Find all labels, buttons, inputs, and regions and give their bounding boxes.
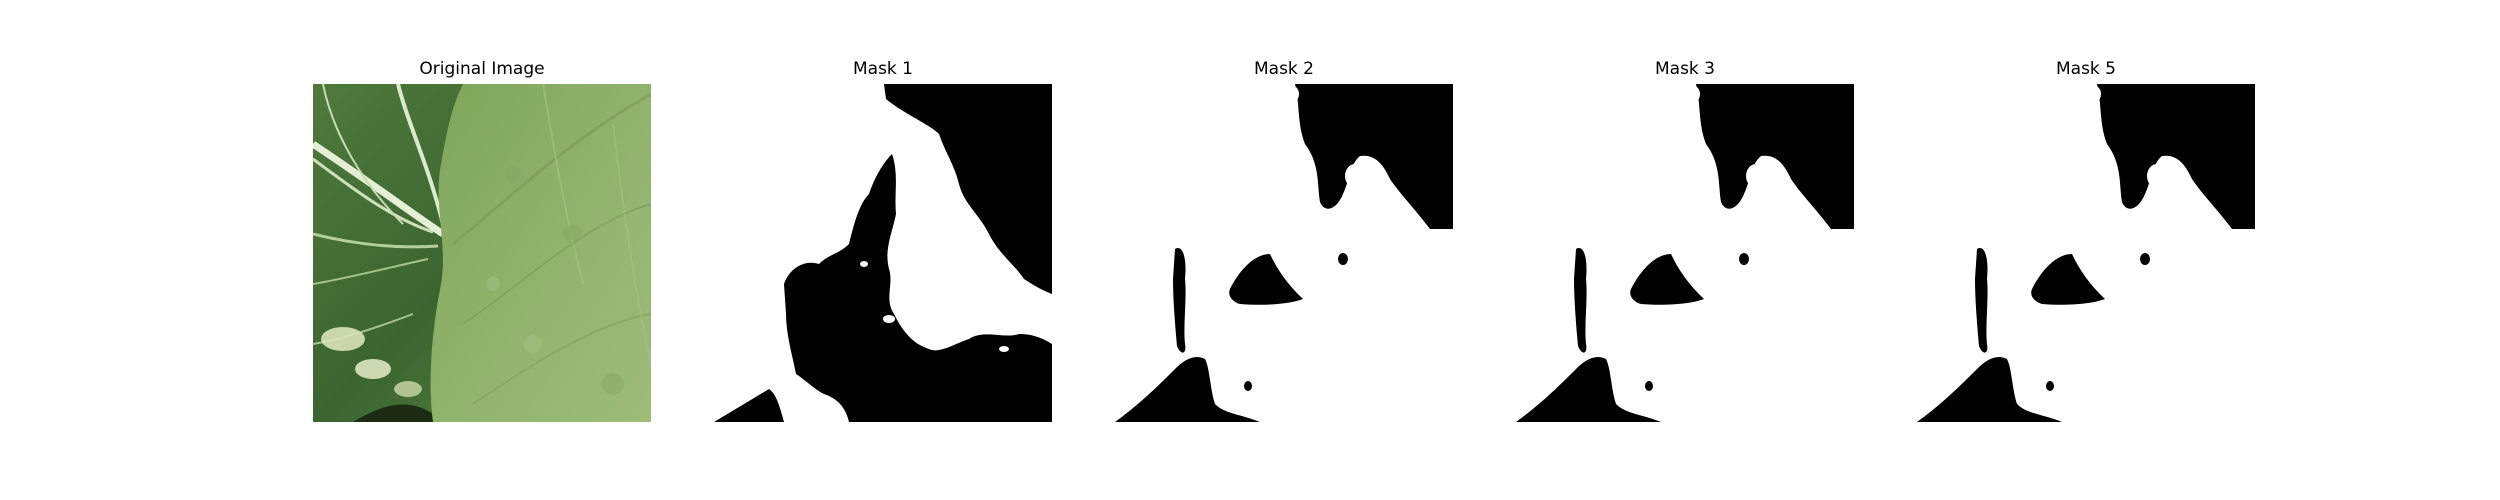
panel-title: Mask 5 xyxy=(2055,59,2116,79)
panel-title: Mask 1 xyxy=(852,59,913,79)
mask-2-image xyxy=(1115,84,1453,422)
panel-mask-5: Mask 5 xyxy=(1917,0,2255,430)
mask-1-image xyxy=(714,84,1052,422)
panel-title: Mask 3 xyxy=(1654,59,1715,79)
panel-mask-2: Mask 2 xyxy=(1115,0,1453,430)
panel-mask-1: Mask 1 xyxy=(714,0,1052,430)
panel-title: Mask 2 xyxy=(1253,59,1314,79)
mask-3-image xyxy=(1516,84,1854,422)
original-leaf-photo xyxy=(313,84,651,422)
panel-title: Original Image xyxy=(419,59,545,79)
panel-mask-3: Mask 3 xyxy=(1516,0,1854,430)
panel-original-image: Original Image xyxy=(313,0,651,430)
mask-5-image xyxy=(1917,84,2255,422)
